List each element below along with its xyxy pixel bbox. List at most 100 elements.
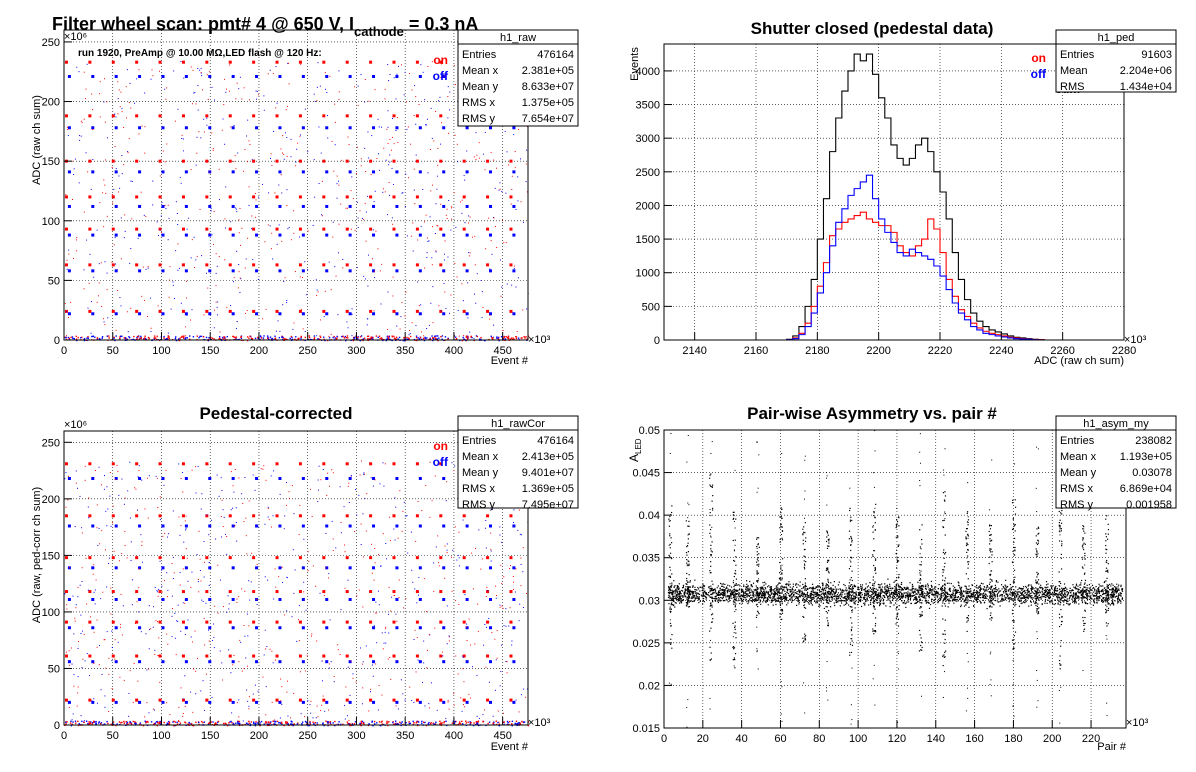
rawcor-stray-point bbox=[115, 479, 117, 481]
rawcor-baseline-point bbox=[523, 721, 526, 723]
asym-band-point bbox=[687, 587, 689, 589]
rawcor-stray-point bbox=[75, 604, 77, 606]
rawcor-xtick-label: 350 bbox=[396, 730, 414, 742]
raw-stray-point bbox=[347, 327, 349, 329]
rawcor-stray-point bbox=[412, 581, 414, 583]
rawcor-on-step bbox=[345, 514, 349, 518]
rawcor-baseline-point bbox=[441, 722, 443, 724]
rawcor-stray-point bbox=[448, 708, 450, 710]
raw-on-step bbox=[322, 159, 326, 163]
raw-baseline-point bbox=[138, 338, 141, 341]
rawcor-baseline-point bbox=[284, 722, 287, 724]
raw-on-step bbox=[298, 114, 302, 118]
rawcor-stray-point bbox=[246, 665, 248, 667]
asym-band-point bbox=[1056, 597, 1058, 599]
asym-band-point bbox=[752, 599, 754, 601]
asym-band-point bbox=[1115, 588, 1117, 591]
rawcor-stray-point bbox=[245, 535, 247, 537]
raw-baseline-point bbox=[140, 337, 142, 339]
raw-off-step bbox=[325, 269, 329, 273]
rawcor-baseline-point bbox=[511, 723, 513, 725]
rawcor-ticks: 0 50 100 150 200 250 300 350 400 4500501001502002… bbox=[42, 437, 512, 742]
asym-band-point bbox=[686, 602, 689, 604]
asym-band-point bbox=[1008, 601, 1010, 603]
asym-band-point bbox=[771, 601, 773, 603]
rawcor-baseline-point bbox=[476, 723, 479, 725]
ped-ticks: 2140 2160 2180 2200 2220 2240 2260 228005001000… bbox=[636, 66, 1137, 357]
raw-baseline-point bbox=[319, 335, 321, 337]
rawcor-on-step bbox=[111, 698, 115, 702]
raw-on-step bbox=[439, 159, 443, 163]
rawcor-stray-point bbox=[501, 605, 503, 607]
rawcor-baseline-point bbox=[232, 723, 234, 726]
raw-off-step bbox=[442, 126, 446, 130]
raw-stray-point bbox=[368, 100, 370, 102]
raw-on-step bbox=[252, 114, 256, 118]
raw-stray-point bbox=[413, 115, 415, 117]
raw-stray-point bbox=[125, 86, 127, 88]
raw-baseline-point bbox=[462, 336, 464, 339]
asym-band-point bbox=[877, 592, 880, 594]
raw-stray-point bbox=[131, 180, 133, 182]
asym-band-point bbox=[755, 599, 757, 601]
raw-stray-point bbox=[103, 101, 105, 103]
asym-band-point bbox=[1013, 594, 1015, 596]
raw-stray-point bbox=[281, 192, 283, 194]
rawcor-baseline-point bbox=[195, 721, 197, 723]
raw-off-step bbox=[442, 269, 446, 273]
rawcor-stats-label: Entries bbox=[462, 435, 497, 447]
raw-stray-point bbox=[526, 191, 528, 193]
asym-band-point bbox=[934, 598, 937, 601]
rawcor-stray-point bbox=[73, 685, 75, 687]
rawcor-stray-point bbox=[267, 516, 269, 518]
rawcor-stray-point bbox=[416, 637, 418, 639]
raw-stray-point bbox=[475, 132, 477, 134]
rawcor-stray-point bbox=[200, 690, 202, 692]
asym-band-point bbox=[946, 592, 948, 594]
raw-baseline-point bbox=[441, 338, 443, 340]
rawcor-baseline-point bbox=[187, 723, 189, 725]
rawcor-baseline-point bbox=[123, 720, 125, 723]
rawcor-stray-point bbox=[101, 530, 103, 532]
asym-band-point bbox=[1075, 588, 1077, 590]
raw-stray-point bbox=[168, 217, 170, 219]
rawcor-stray-point bbox=[328, 663, 330, 665]
raw-on-step bbox=[369, 114, 373, 118]
raw-stray-point bbox=[138, 133, 140, 135]
asym-band-point bbox=[1106, 587, 1108, 589]
raw-stray-point bbox=[426, 252, 428, 254]
rawcor-stray-point bbox=[303, 591, 305, 593]
raw-stray-point bbox=[144, 126, 146, 128]
rawcor-baseline-point bbox=[452, 720, 455, 722]
raw-baseline-point bbox=[91, 335, 93, 338]
asym-band-point bbox=[1111, 601, 1114, 603]
raw-stray-point bbox=[341, 159, 343, 161]
rawcor-stray-point bbox=[433, 590, 435, 592]
rawcor-stray-point bbox=[230, 509, 232, 511]
raw-baseline-point bbox=[202, 336, 205, 338]
asym-band-point bbox=[753, 589, 755, 591]
asym-band-point bbox=[808, 602, 810, 604]
raw-on-step bbox=[509, 309, 513, 313]
raw-stray-point bbox=[186, 297, 188, 299]
asym-band-point bbox=[799, 594, 801, 596]
raw-baseline-point bbox=[419, 338, 421, 340]
rawcor-off-step bbox=[395, 700, 399, 704]
asym-band-point bbox=[842, 600, 844, 602]
rawcor-baseline-point bbox=[210, 721, 212, 723]
rawcor-baseline-point bbox=[342, 723, 344, 726]
rawcor-on-step bbox=[275, 620, 279, 624]
rawcor-off-step bbox=[489, 660, 493, 664]
asym-band-point bbox=[986, 595, 989, 597]
asym-band-point bbox=[1095, 595, 1097, 597]
rawcor-stray-point bbox=[124, 497, 126, 499]
raw-baseline-point bbox=[402, 339, 404, 342]
rawcor-stray-point bbox=[268, 519, 270, 521]
asym-band-point bbox=[702, 594, 704, 596]
asym-band-point bbox=[809, 599, 811, 602]
asym-band-point bbox=[909, 596, 911, 598]
raw-on-step bbox=[392, 114, 396, 118]
asym-band-point bbox=[846, 599, 848, 601]
rawcor-off-step bbox=[161, 476, 165, 480]
rawcor-on-step bbox=[252, 514, 256, 518]
